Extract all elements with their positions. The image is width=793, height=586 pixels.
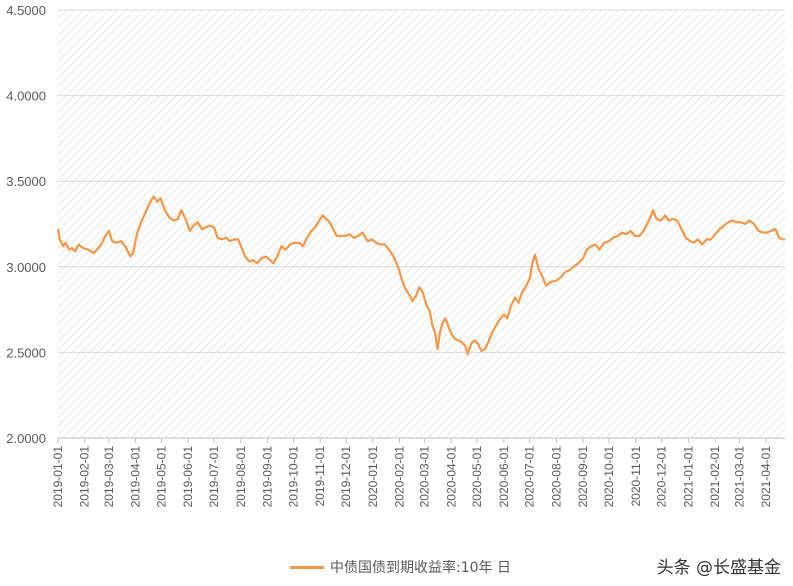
x-tick-label: 2021-01-01 [681, 446, 695, 508]
x-tick-label: 2021-04-01 [759, 446, 773, 508]
x-tick-label: 2019-09-01 [261, 446, 275, 508]
x-tick-label: 2021-03-01 [732, 446, 746, 508]
x-tick-label: 2020-11-01 [629, 446, 643, 507]
y-tick-label: 3.5000 [6, 174, 46, 189]
y-tick-label: 4.0000 [6, 89, 46, 104]
x-tick-label: 2020-05-01 [470, 446, 484, 508]
legend: 中债国债到期收益率:10年 日 [290, 557, 511, 577]
y-axis: 2.0000 2.5000 3.0000 3.5000 4.0000 4.5000 [6, 3, 785, 446]
y-tick-label: 2.5000 [6, 345, 46, 360]
x-tick-label: 2019-06-01 [181, 446, 195, 508]
x-tick-label: 2020-10-01 [602, 446, 616, 508]
x-tick-label: 2020-01-01 [366, 446, 380, 508]
legend-swatch [290, 565, 324, 569]
watermark: 头条 @长盛基金 [656, 558, 781, 578]
y-tick-label: 2.0000 [6, 431, 46, 446]
x-tick-label: 2019-10-01 [286, 446, 300, 508]
y-tick-label: 4.5000 [6, 3, 46, 18]
x-tick-label: 2019-02-01 [78, 446, 92, 508]
series-layer [56, 195, 785, 356]
x-tick-label: 2020-04-01 [444, 446, 458, 508]
x-tick-label: 2020-07-01 [523, 446, 537, 508]
x-tick-label: 2019-12-01 [339, 446, 353, 508]
plot-area-background [58, 10, 785, 438]
x-tick-label: 2019-01-01 [51, 446, 65, 508]
x-tick-label: 2019-11-01 [313, 446, 327, 507]
series-line [56, 195, 785, 356]
x-tick-label: 2019-05-01 [154, 446, 168, 508]
x-tick-label: 2020-02-01 [393, 446, 407, 508]
x-tick-label: 2020-06-01 [497, 446, 511, 508]
x-tick-label: 2019-04-01 [129, 446, 143, 508]
x-tick-label: 2019-08-01 [234, 446, 248, 508]
y-tick-label: 3.0000 [6, 260, 46, 275]
legend-label: 中债国债到期收益率:10年 日 [330, 560, 511, 576]
x-tick-label: 2020-08-01 [549, 446, 563, 508]
x-tick-label: 2020-03-01 [418, 446, 432, 508]
x-tick-label: 2021-02-01 [708, 446, 722, 508]
x-axis: 2019-01-01 2019-02-01 2019-03-01 2019-04-01… [51, 438, 773, 507]
x-tick-label: 2019-07-01 [207, 446, 221, 508]
x-tick-label: 2020-09-01 [576, 446, 590, 508]
x-tick-label: 2020-12-01 [655, 446, 669, 508]
x-tick-label: 2019-03-01 [102, 446, 116, 508]
